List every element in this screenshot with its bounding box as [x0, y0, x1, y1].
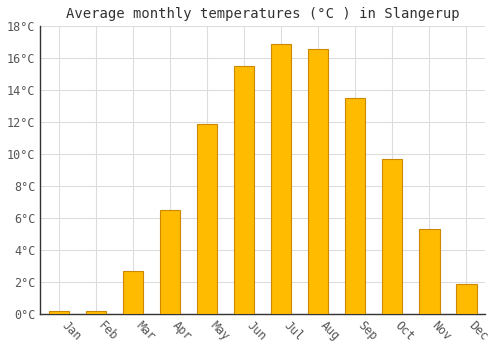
Bar [160, 210, 180, 314]
Bar [197, 124, 217, 314]
Bar [308, 49, 328, 314]
Title: Average monthly temperatures (°C ) in Slangerup: Average monthly temperatures (°C ) in Sl… [66, 7, 460, 21]
Bar [456, 284, 476, 314]
Bar [48, 311, 69, 314]
Bar [419, 229, 440, 314]
Bar [122, 271, 143, 314]
Bar [382, 159, 402, 314]
Bar [271, 44, 291, 314]
Bar [86, 311, 106, 314]
Bar [234, 66, 254, 314]
Bar [345, 98, 366, 314]
